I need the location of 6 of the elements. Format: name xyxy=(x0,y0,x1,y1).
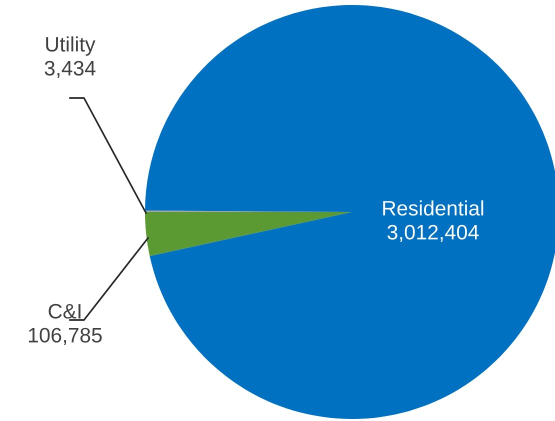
slice-label: Utility xyxy=(46,36,96,56)
slice-label: C&I xyxy=(48,304,80,319)
data-label: 106,785 xyxy=(28,328,102,346)
data-label: 3,434 xyxy=(44,60,96,78)
data-label: 3,012,404 xyxy=(387,224,479,242)
slice-label: Residential xyxy=(383,200,484,216)
